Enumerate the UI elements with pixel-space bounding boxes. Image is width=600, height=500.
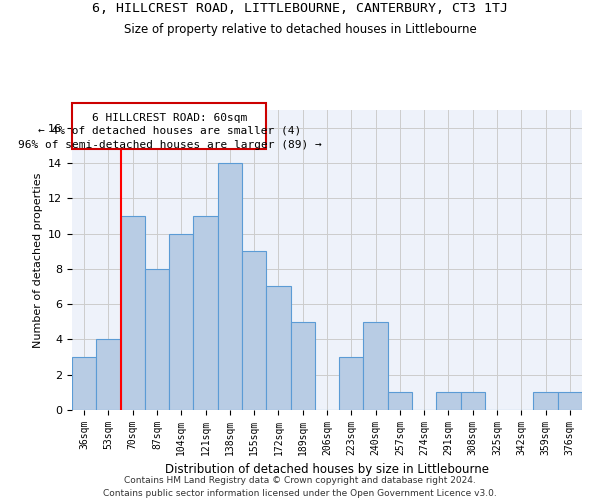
Text: 96% of semi-detached houses are larger (89) →: 96% of semi-detached houses are larger (… [17, 140, 321, 150]
Bar [339, 357, 364, 410]
Text: 6 HILLCREST ROAD: 60sqm: 6 HILLCREST ROAD: 60sqm [92, 112, 247, 122]
Bar [558, 392, 582, 410]
Bar [388, 392, 412, 410]
Bar [218, 163, 242, 410]
Text: ← 4% of detached houses are smaller (4): ← 4% of detached houses are smaller (4) [38, 126, 301, 136]
Bar [96, 340, 121, 410]
Bar [364, 322, 388, 410]
Bar [290, 322, 315, 410]
Bar [533, 392, 558, 410]
Bar [436, 392, 461, 410]
Bar [461, 392, 485, 410]
Bar [121, 216, 145, 410]
Text: Size of property relative to detached houses in Littlebourne: Size of property relative to detached ho… [124, 22, 476, 36]
Bar [72, 357, 96, 410]
Text: Contains HM Land Registry data © Crown copyright and database right 2024.
Contai: Contains HM Land Registry data © Crown c… [103, 476, 497, 498]
Bar [73, 103, 266, 149]
X-axis label: Distribution of detached houses by size in Littlebourne: Distribution of detached houses by size … [165, 464, 489, 476]
Bar [169, 234, 193, 410]
Bar [145, 269, 169, 410]
Bar [242, 251, 266, 410]
Y-axis label: Number of detached properties: Number of detached properties [32, 172, 43, 348]
Text: 6, HILLCREST ROAD, LITTLEBOURNE, CANTERBURY, CT3 1TJ: 6, HILLCREST ROAD, LITTLEBOURNE, CANTERB… [92, 2, 508, 16]
Bar [266, 286, 290, 410]
Bar [193, 216, 218, 410]
